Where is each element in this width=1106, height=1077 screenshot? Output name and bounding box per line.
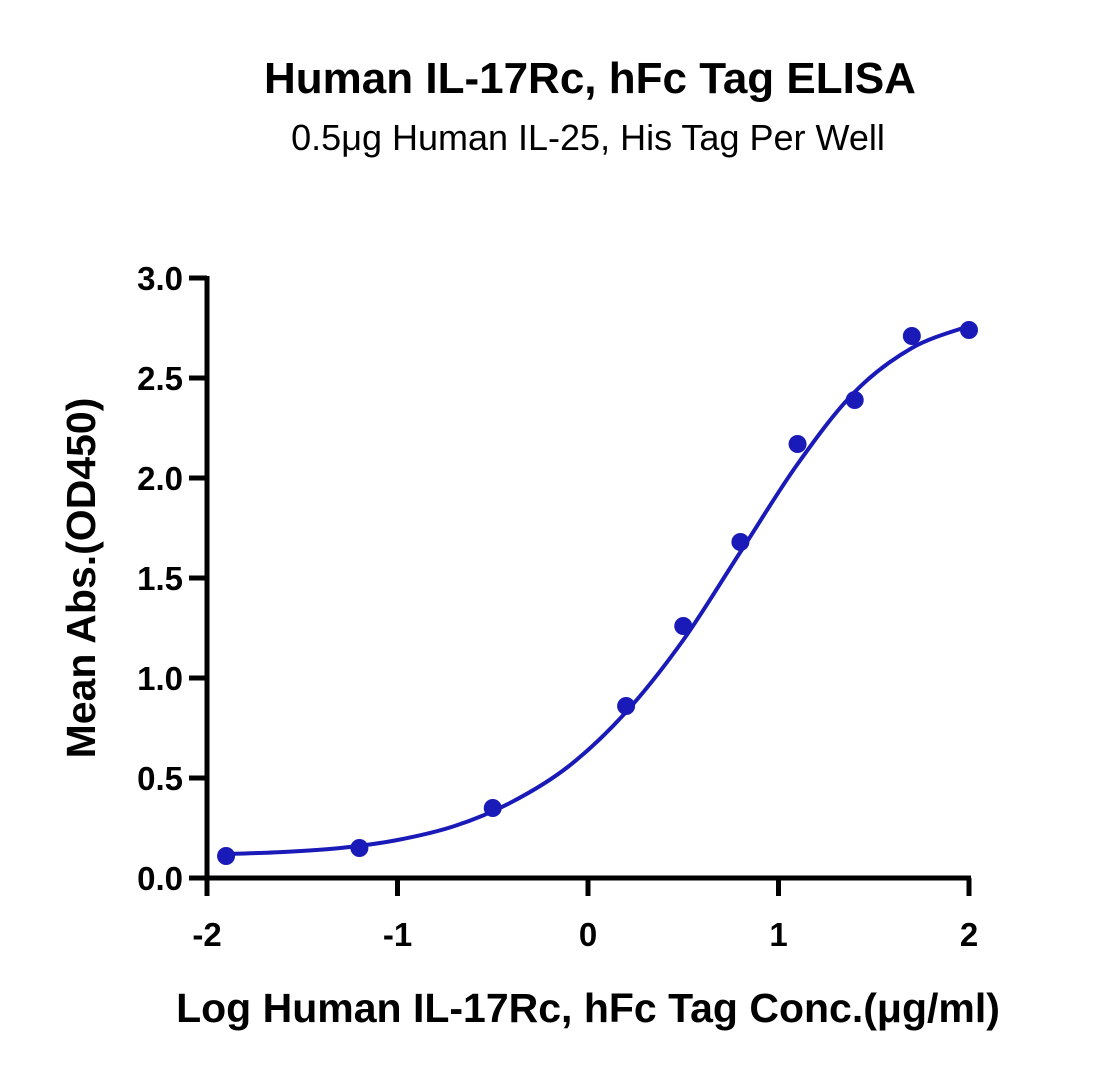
x-tick-label: -2 xyxy=(192,916,221,953)
data-point xyxy=(674,617,693,635)
y-tick-label: 0.5 xyxy=(137,760,183,797)
x-tick-label: -1 xyxy=(383,916,412,953)
x-tick-label: 0 xyxy=(579,916,597,953)
y-tick-label: 1.5 xyxy=(137,560,183,597)
data-point xyxy=(217,847,236,865)
y-tick-label: 2.5 xyxy=(137,360,183,397)
data-point xyxy=(960,321,978,339)
data-point xyxy=(902,327,921,345)
data-point xyxy=(731,533,750,551)
x-axis-label: Log Human IL-17Rc, hFc Tag Conc.(μg/ml) xyxy=(176,985,1000,1031)
x-tick-label: 1 xyxy=(769,916,787,953)
data-point xyxy=(845,391,864,409)
data-point xyxy=(350,839,369,857)
data-point xyxy=(788,435,807,453)
data-point xyxy=(483,799,502,817)
x-tick-label: 2 xyxy=(960,916,978,953)
data-point xyxy=(617,697,636,715)
chart-subtitle: 0.5μg Human IL-25, His Tag Per Well xyxy=(291,117,885,158)
plot-area: 0.0 0.5 1.0 1.5 2.0 2.5 3.0 -2 -1 0 1 2 xyxy=(137,260,978,953)
y-tick-label: 3.0 xyxy=(137,260,183,297)
chart-title: Human IL-17Rc, hFc Tag ELISA xyxy=(264,54,916,103)
y-axis-label: Mean Abs.(OD450) xyxy=(58,398,104,759)
y-tick-label: 0.0 xyxy=(137,860,183,897)
y-tick-label: 2.0 xyxy=(137,460,183,497)
y-tick-label: 1.0 xyxy=(137,660,183,697)
